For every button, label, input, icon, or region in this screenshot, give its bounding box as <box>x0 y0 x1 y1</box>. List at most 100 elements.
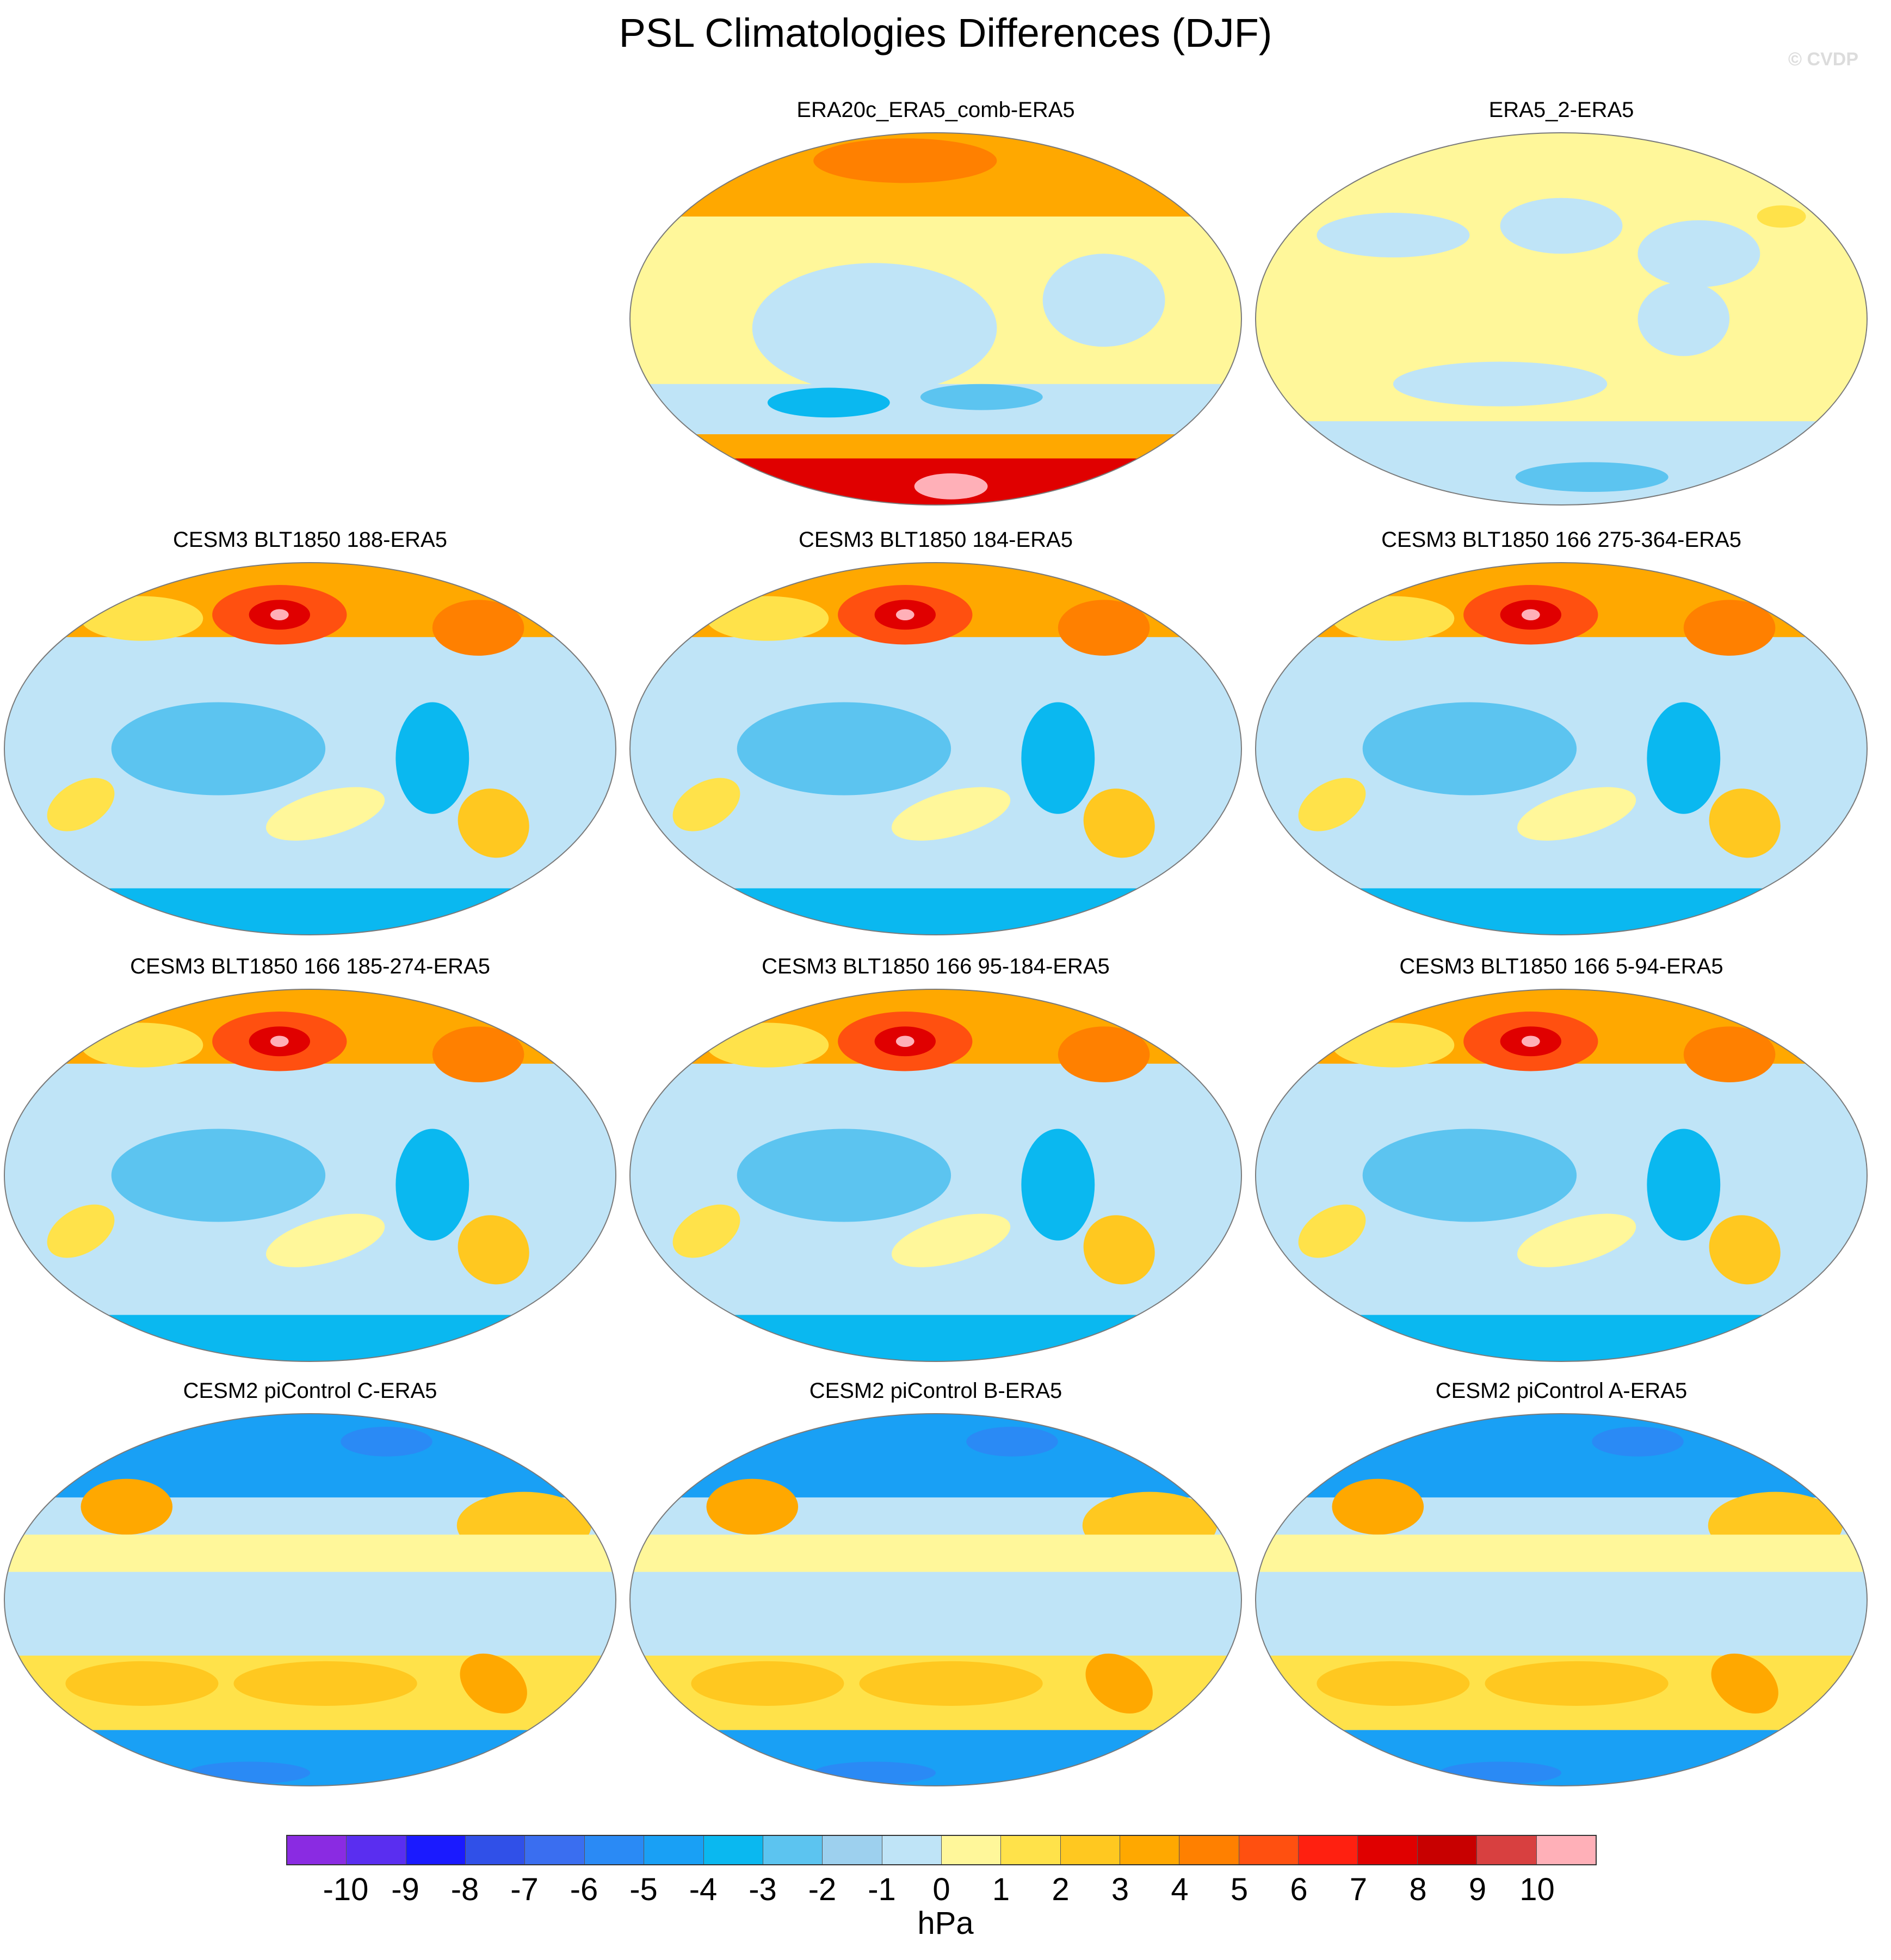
colorbar-swatch <box>1299 1836 1358 1864</box>
positive-anomaly <box>1709 1215 1781 1285</box>
page-title: PSL Climatologies Differences (DJF) <box>619 10 1272 56</box>
map-outline <box>1255 989 1868 1362</box>
colorbar <box>286 1835 1597 1865</box>
colorbar-tick-label: -9 <box>391 1872 419 1907</box>
map-outline <box>1255 132 1868 506</box>
positive-anomaly <box>458 788 529 858</box>
positive-anomaly <box>672 778 740 831</box>
map-panel-cesm2_c: CESM2 piControl C-ERA5 <box>0 1378 620 1791</box>
negative-anomaly <box>1393 361 1608 406</box>
colorbar-tick-label: -1 <box>868 1872 896 1907</box>
map-outline <box>1255 562 1868 935</box>
panel-title: CESM2 piControl C-ERA5 <box>183 1379 437 1403</box>
colorbar-tick-label: 10 <box>1519 1872 1555 1907</box>
colorbar-swatch <box>823 1836 882 1864</box>
positive-anomaly <box>1083 1215 1155 1285</box>
map-outline <box>629 1413 1242 1786</box>
map <box>629 1413 1242 1786</box>
positive-anomaly <box>706 596 829 641</box>
colorbar-swatch <box>1179 1836 1239 1864</box>
antarctic-band <box>630 1730 1241 1786</box>
colorbar-swatch <box>347 1836 406 1864</box>
negative-anomaly <box>767 387 890 418</box>
negative-anomaly <box>1637 220 1760 287</box>
colorbar-swatch <box>406 1836 466 1864</box>
map-panel-cesm2_a: CESM2 piControl A-ERA5 <box>1251 1378 1871 1791</box>
panel-title: ERA5_2-ERA5 <box>1488 98 1634 122</box>
colorbar-swatch <box>1417 1836 1478 1864</box>
colorbar-ticks: -10 -9 -8 -7 -6 -5 -4 -3 -2 -1 0 1 2 3 4 5 6 7 8 9 10 <box>0 1872 1891 1910</box>
negative-anomaly <box>737 702 951 796</box>
positive-anomaly <box>892 787 1011 841</box>
positive-anomaly <box>706 1478 799 1535</box>
negative-anomaly <box>111 702 326 796</box>
positive-anomaly <box>47 1204 115 1258</box>
map-panel-era20c: ERA20c_ERA5_comb-ERA5 <box>626 97 1246 510</box>
panel-title: CESM3 BLT1850 166 5-94-ERA5 <box>1399 954 1723 978</box>
antarctic-band <box>4 1315 616 1361</box>
antarctic-maximum <box>914 473 988 500</box>
map-panel-era5_2: ERA5_2-ERA5 <box>1251 97 1871 510</box>
colorbar-tick-label: -5 <box>629 1872 658 1907</box>
antarctic-band <box>1256 1315 1867 1361</box>
map <box>629 562 1242 935</box>
positive-anomaly <box>1332 596 1455 641</box>
colorbar-swatch <box>466 1836 526 1864</box>
colorbar-swatch <box>1239 1836 1299 1864</box>
aleutian-maximum <box>1521 1036 1540 1047</box>
positive-anomaly <box>432 600 524 656</box>
colorbar-swatch <box>1358 1836 1418 1864</box>
positive-anomaly <box>1711 1653 1778 1714</box>
positive-anomaly <box>1083 788 1155 858</box>
colorbar-tick-label: 9 <box>1468 1872 1487 1907</box>
colorbar-tick-label: -3 <box>749 1872 777 1907</box>
positive-anomaly <box>1085 1653 1153 1714</box>
negative-anomaly <box>1362 1129 1577 1222</box>
positive-anomaly <box>1298 778 1366 831</box>
positive-anomaly <box>672 1204 740 1258</box>
map-outline <box>1255 1413 1868 1786</box>
colorbar-swatch <box>1536 1836 1596 1864</box>
colorbar-tick-label: 1 <box>992 1872 1010 1907</box>
colorbar-tick-label: -4 <box>689 1872 718 1907</box>
panel-title: CESM3 BLT1850 184-ERA5 <box>799 528 1073 552</box>
colorbar-swatch <box>1477 1836 1537 1864</box>
colorbar-units: hPa <box>917 1906 974 1941</box>
positive-anomaly <box>1317 1661 1470 1706</box>
map <box>1255 132 1868 506</box>
negative-anomaly <box>1021 1129 1095 1241</box>
map-panel-blt166_275: CESM3 BLT1850 166 275-364-ERA5 <box>1251 527 1871 940</box>
map <box>629 132 1242 506</box>
map <box>1255 989 1868 1362</box>
northern-band <box>630 1414 1241 1497</box>
map-panel-blt184: CESM3 BLT1850 184-ERA5 <box>626 527 1246 940</box>
map-panel-cesm2_b: CESM2 piControl B-ERA5 <box>626 1378 1246 1791</box>
aleutian-maximum <box>270 1036 289 1047</box>
positive-anomaly <box>47 778 115 831</box>
positive-anomaly <box>266 787 385 841</box>
positive-anomaly <box>1298 1204 1366 1258</box>
colorbar-swatch <box>1060 1836 1121 1864</box>
northern-band <box>4 1414 616 1497</box>
antarctic-band <box>630 888 1241 935</box>
antarctic-band <box>630 1315 1241 1361</box>
negative-anomaly <box>1647 1129 1721 1241</box>
map-outline <box>4 989 616 1362</box>
negative-anomaly <box>1439 1761 1561 1784</box>
colorbar-tick-label: -8 <box>450 1872 479 1907</box>
colorbar-tick-label: 6 <box>1290 1872 1308 1907</box>
negative-anomaly <box>1317 213 1470 258</box>
colorbar-tick-label: -6 <box>570 1872 598 1907</box>
negative-anomaly <box>188 1761 310 1784</box>
antarctic-band <box>1256 888 1867 935</box>
map-panel-blt166_95: CESM3 BLT1850 166 95-184-ERA5 <box>626 953 1246 1367</box>
colorbar-swatch <box>1001 1836 1061 1864</box>
colorbar-swatch <box>644 1836 704 1864</box>
negative-anomaly <box>341 1426 432 1457</box>
negative-anomaly <box>1362 702 1577 796</box>
map-outline <box>629 132 1242 506</box>
positive-anomaly <box>1683 1026 1776 1082</box>
negative-anomaly <box>1515 462 1668 492</box>
colorbar-swatch <box>941 1836 1002 1864</box>
negative-anomaly <box>920 384 1043 410</box>
